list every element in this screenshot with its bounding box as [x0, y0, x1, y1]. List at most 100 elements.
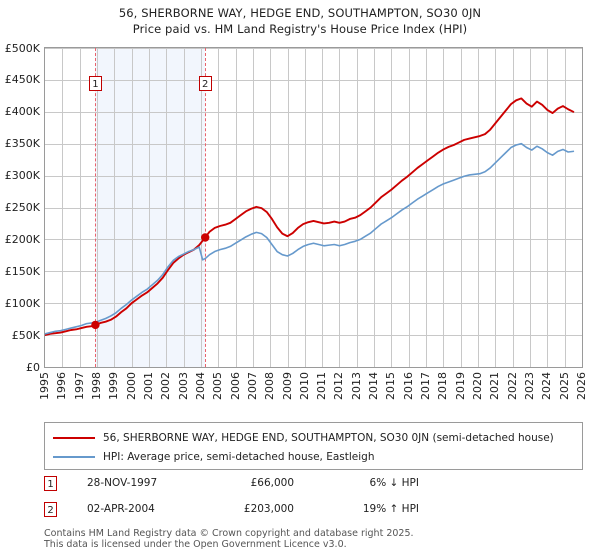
table-row[interactable]: 2 02-APR-2004 £203,000 19% ↑ HPI: [44, 500, 583, 526]
legend-color-swatch: [53, 455, 95, 458]
x-tick-label: 2015: [384, 372, 398, 400]
gridline-vertical: [374, 48, 375, 367]
gridline-horizontal: [45, 239, 582, 240]
chart-legend: 56, SHERBORNE WAY, HEDGE END, SOUTHAMPTO…: [44, 422, 583, 470]
x-tick-label: 2018: [436, 372, 450, 400]
series-line-hpi: [45, 142, 575, 335]
chart-area: £0 £50K £100K £150K £200K £250K £300K £350K £400…: [0, 40, 600, 412]
x-tick-label: 2009: [280, 372, 294, 400]
gridline-vertical: [236, 48, 237, 367]
y-tick-label: £100K: [4, 296, 40, 310]
y-tick-label: £400K: [4, 105, 40, 119]
series-line-property: [45, 97, 575, 337]
x-tick-label: 2013: [349, 372, 363, 400]
table-row[interactable]: 1 28-NOV-1997 £66,000 6% ↓ HPI: [44, 474, 583, 500]
gridline-vertical: [288, 48, 289, 367]
gridline-vertical: [478, 48, 479, 367]
x-tick-label: 2007: [245, 372, 259, 400]
gridline-vertical: [114, 48, 115, 367]
gridline-horizontal: [45, 176, 582, 177]
y-tick-label: £250K: [4, 201, 40, 214]
gridline-vertical: [495, 48, 496, 367]
gridline-vertical: [443, 48, 444, 367]
gridline-vertical: [461, 48, 462, 367]
x-tick-label: 2017: [419, 372, 433, 400]
event-marker-2[interactable]: 2: [198, 76, 212, 91]
y-tick-label: £150K: [4, 264, 40, 278]
x-tick-label: 2002: [159, 372, 173, 400]
x-tick-label: 2016: [401, 372, 415, 400]
x-tick-label: 2022: [505, 372, 519, 400]
legend-label: HPI: Average price, semi-detached house,…: [103, 450, 375, 463]
chart-title-block: 56, SHERBORNE WAY, HEDGE END, SOUTHAMPTO…: [0, 0, 600, 37]
gridline-horizontal: [45, 144, 582, 145]
sale-point-marker[interactable]: [201, 233, 210, 242]
gridline-vertical: [184, 48, 185, 367]
x-tick-label: 2024: [540, 372, 554, 400]
series-svg: [45, 97, 575, 337]
gridline-horizontal: [45, 112, 582, 113]
gridline-vertical: [409, 48, 410, 367]
footer-line-2: This data is licensed under the Open Gov…: [44, 539, 347, 550]
gridline-vertical: [322, 48, 323, 367]
sale-index-badge: 2: [44, 502, 57, 517]
x-axis-labels: 1995 1996 1997 1998 1999 2000 2001 2002 2003 2004…: [38, 372, 588, 412]
x-tick-label: 2008: [263, 372, 277, 400]
gridline-vertical: [149, 48, 150, 367]
gridline-vertical: [270, 48, 271, 367]
x-tick-label: 2003: [176, 372, 190, 400]
y-tick-label: £50K: [11, 328, 40, 342]
x-tick-label: 2001: [141, 372, 155, 400]
y-tick-label: £200K: [4, 232, 40, 246]
sale-index-badge: 1: [44, 476, 57, 491]
legend-color-swatch: [53, 436, 95, 439]
x-tick-label: 2005: [211, 372, 225, 400]
footer-line-1: Contains HM Land Registry data © Crown c…: [44, 528, 414, 539]
gridline-vertical: [530, 48, 531, 367]
sale-point-marker[interactable]: [91, 320, 100, 330]
gridline-horizontal: [45, 80, 582, 81]
x-tick-label: 2019: [453, 372, 467, 400]
x-tick-label: 2004: [193, 372, 207, 400]
sale-price: £66,000: [250, 477, 294, 489]
x-tick-label: 2000: [124, 372, 138, 400]
gridline-vertical: [513, 48, 514, 367]
y-tick-label: £500K: [4, 41, 40, 55]
x-tick-label: 1997: [72, 372, 86, 400]
gridline-vertical: [391, 48, 392, 367]
gridline-vertical: [547, 48, 548, 367]
gridline-vertical: [132, 48, 133, 367]
legend-item[interactable]: 56, SHERBORNE WAY, HEDGE END, SOUTHAMPTO…: [49, 428, 582, 447]
x-tick-label: 2021: [488, 372, 502, 400]
event-dashed-line: [95, 48, 96, 367]
gridline-horizontal: [45, 48, 582, 49]
x-tick-label: 2010: [297, 372, 311, 400]
event-marker-1[interactable]: 1: [88, 76, 102, 91]
x-tick-label: 2026: [575, 372, 588, 400]
y-axis-labels: £0 £50K £100K £150K £200K £250K £300K £350K £400…: [0, 43, 40, 373]
y-tick-label: £450K: [4, 73, 40, 87]
gridline-horizontal: [45, 303, 582, 304]
gridline-vertical: [166, 48, 167, 367]
gridline-vertical: [62, 48, 63, 367]
x-tick-label: 2006: [228, 372, 242, 400]
event-dashed-line: [205, 48, 206, 367]
gridline-vertical: [80, 48, 81, 367]
page-subtitle: Price paid vs. HM Land Registry's House …: [132, 22, 468, 36]
sale-date: 28-NOV-1997: [87, 477, 158, 489]
gridline-horizontal: [45, 335, 582, 336]
gridline-vertical: [97, 48, 98, 367]
x-tick-label: 1996: [55, 372, 69, 400]
page-title: 56, SHERBORNE WAY, HEDGE END, SOUTHAMPTO…: [118, 6, 482, 20]
x-tick-label: 2023: [523, 372, 537, 400]
x-tick-label: 1998: [89, 372, 103, 400]
x-tick-label: 2025: [557, 372, 571, 400]
x-tick-label: 2020: [471, 372, 485, 400]
gridline-horizontal: [45, 208, 582, 209]
sale-hpi-delta: 6% ↓ HPI: [369, 477, 419, 489]
legend-item[interactable]: HPI: Average price, semi-detached house,…: [49, 447, 582, 466]
gridline-vertical: [565, 48, 566, 367]
gridline-vertical: [357, 48, 358, 367]
x-tick-label: 1999: [107, 372, 121, 400]
